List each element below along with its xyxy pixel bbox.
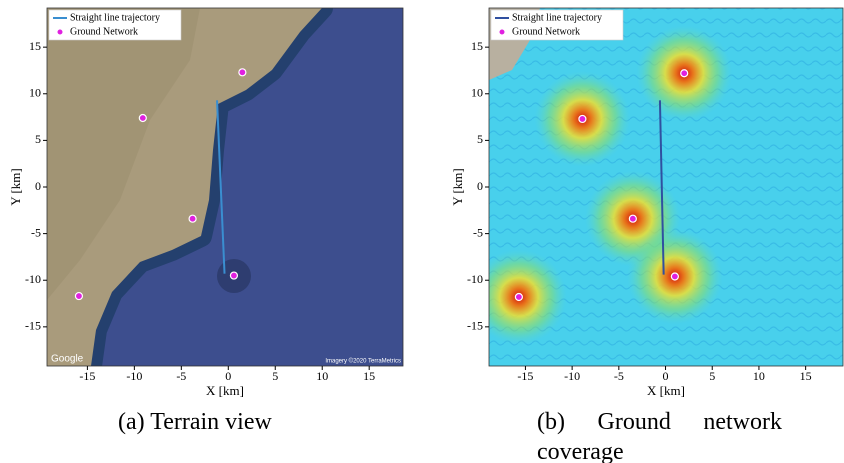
ground-node bbox=[74, 291, 84, 301]
x-tick-label: 0 bbox=[663, 369, 669, 383]
legend-box bbox=[490, 9, 624, 41]
ground-node bbox=[680, 69, 689, 78]
ground-node bbox=[188, 214, 197, 223]
x-tick-label: 10 bbox=[753, 369, 765, 383]
y-axis-label: Y [km] bbox=[450, 168, 465, 205]
x-axis-label: X [km] bbox=[206, 383, 244, 398]
y-tick-label: 5 bbox=[477, 132, 483, 146]
y-tick-label: -10 bbox=[25, 272, 41, 286]
y-tick-label: -15 bbox=[467, 319, 483, 333]
plot-area: Google Imagery ©2020 TerraMetrics bbox=[47, 8, 403, 366]
ground-node bbox=[138, 113, 147, 123]
x-tick-label: -15 bbox=[517, 369, 533, 383]
legend-dot bbox=[56, 28, 64, 36]
x-tick-label: 15 bbox=[363, 369, 375, 383]
y-tick-label: 15 bbox=[471, 39, 483, 53]
y-tick-label: 10 bbox=[29, 86, 41, 100]
ground-node bbox=[628, 214, 637, 223]
ground-node bbox=[670, 272, 679, 281]
legend-label: Ground Network bbox=[70, 26, 138, 37]
x-tick-label: -15 bbox=[79, 369, 95, 383]
y-tick-label: 0 bbox=[35, 179, 41, 193]
x-tick-label: -5 bbox=[176, 369, 186, 383]
x-axis-label: X [km] bbox=[647, 383, 685, 398]
legend-label: Ground Network bbox=[512, 26, 580, 37]
y-tick-label: -5 bbox=[473, 225, 483, 239]
y-tick-label: -5 bbox=[31, 225, 41, 239]
plot-area bbox=[489, 8, 843, 366]
caption: (b) Ground network coverage bbox=[537, 409, 782, 463]
legend-label: Straight line trajectory bbox=[512, 12, 602, 23]
ground-node bbox=[578, 114, 587, 124]
ground-node bbox=[514, 292, 523, 302]
x-tick-label: 10 bbox=[316, 369, 328, 383]
trajectory bbox=[658, 100, 665, 275]
caption: (a) Terrain view bbox=[118, 409, 272, 435]
ground-node bbox=[229, 271, 239, 280]
y-tick-label: -10 bbox=[467, 272, 483, 286]
land-texture bbox=[47, 8, 200, 300]
x-tick-label: 5 bbox=[709, 369, 715, 383]
x-tick-label: 15 bbox=[800, 369, 812, 383]
legend-label: Straight line trajectory bbox=[70, 12, 160, 23]
brand: Google bbox=[51, 354, 84, 365]
x-tick-label: -10 bbox=[564, 369, 580, 383]
y-tick-label: 15 bbox=[29, 39, 41, 53]
legend-box bbox=[48, 9, 182, 41]
x-tick-label: 0 bbox=[225, 369, 231, 383]
y-axis-label: Y [km] bbox=[8, 168, 23, 205]
coverage-glow bbox=[489, 249, 567, 345]
x-tick-label: 5 bbox=[272, 369, 278, 383]
y-tick-label: 0 bbox=[477, 179, 483, 193]
legend-dot bbox=[498, 28, 506, 36]
attribution: Imagery ©2020 TerraMetrics bbox=[325, 358, 401, 365]
x-tick-label: -10 bbox=[126, 369, 142, 383]
y-tick-label: -15 bbox=[25, 319, 41, 333]
ground-node bbox=[238, 68, 247, 77]
y-tick-label: 5 bbox=[35, 132, 41, 146]
trajectory bbox=[216, 100, 226, 274]
x-tick-label: -5 bbox=[614, 369, 624, 383]
y-tick-label: 10 bbox=[471, 86, 483, 100]
